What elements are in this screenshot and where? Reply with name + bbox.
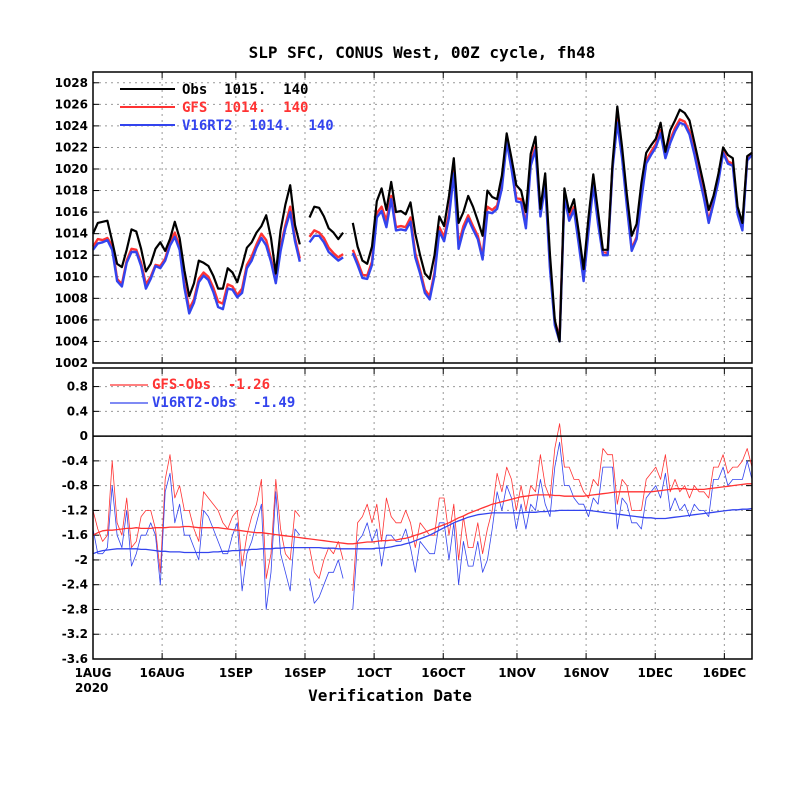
top-panel: 1002 1004 1006 1008 1010 1012 1014 1016 1018 1020…: [55, 71, 753, 370]
bottom-y-tick-label: 0: [80, 429, 88, 443]
bottom-y-tick-label: -1.2: [62, 503, 88, 517]
bottom-series-v16rt2-obs-mean: [92, 507, 753, 555]
bottom-y-tick-label: -1.6: [62, 528, 88, 542]
legend-label-gfs-obs: GFS-Obs -1.26: [152, 377, 270, 393]
bottom-y-tick-label: -0.4: [62, 454, 88, 468]
bottom-series: [92, 423, 753, 610]
top-y-tick-label: 1018: [55, 184, 88, 198]
top-series: [91, 105, 753, 343]
chart-title: SLP SFC, CONUS West, 00Z cycle, fh48: [249, 43, 596, 62]
bottom-series-v16rt2-obs: [92, 441, 753, 610]
top-y-tick-label: 1012: [55, 248, 88, 262]
top-y-tick-label: 1010: [55, 270, 88, 284]
top-y-tick-label: 1008: [55, 291, 88, 305]
bottom-panel: -3.6 -3.2 -2.8 -2.4 -2 -1.6 -1.2 -0.8 -0.4 0 0.4 0.…: [62, 367, 753, 666]
x-tick-label: 16DEC: [703, 666, 747, 680]
top-y-tick-label: 1026: [55, 97, 88, 111]
bottom-y-tick-label: -2.4: [62, 578, 88, 592]
bottom-y-tick-label: 0.8: [67, 380, 88, 394]
legend-label-v16rt2-obs: V16RT2-Obs -1.49: [152, 395, 295, 411]
top-y-tick-label: 1016: [55, 205, 88, 219]
top-y-tick-label: 1022: [55, 140, 88, 154]
x-tick-label: 1OCT: [356, 666, 392, 680]
top-y-tick-label: 1028: [55, 76, 88, 90]
top-y-tick-label: 1004: [55, 334, 88, 348]
legend-label-gfs: GFS 1014. 140: [182, 100, 308, 116]
top-y-tick-label: 1006: [55, 313, 88, 327]
x-tick-label: 1AUG: [75, 666, 112, 680]
top-y-tick-label: 1020: [55, 162, 88, 176]
top-y-tick-label: 1014: [55, 227, 88, 241]
top-legend: Obs 1015. 140 GFS 1014. 140 V16RT2 1014.…: [120, 82, 334, 134]
x-tick-label: 1DEC: [638, 666, 674, 680]
x-axis-label: Verification Date: [308, 686, 472, 705]
top-frame: [92, 71, 753, 364]
bottom-series-gfs-obs: [92, 423, 753, 591]
x-tick-label: 16OCT: [421, 666, 466, 680]
x-axis-ticks: 1AUG 16AUG 1SEP 16SEP 1OCT 16OCT 1NOV 16NOV 1DEC…: [75, 72, 747, 680]
legend-label-v16rt2: V16RT2 1014. 140: [182, 118, 334, 134]
bottom-legend: GFS-Obs -1.26 V16RT2-Obs -1.49: [110, 377, 295, 411]
bottom-series-gfs-obs-mean: [92, 483, 752, 545]
legend-label-obs: Obs 1015. 140: [182, 82, 308, 98]
bottom-y-tick-label: 0.4: [67, 404, 88, 418]
top-y-tick-label: 1024: [55, 119, 88, 133]
x-tick-label: 16NOV: [563, 666, 610, 680]
x-tick-label: 1SEP: [219, 666, 253, 680]
bottom-y-tick-label: -0.8: [62, 479, 88, 493]
top-series-obs: [91, 105, 753, 343]
top-y-ticks: 1002 1004 1006 1008 1010 1012 1014 1016 1018 1020…: [55, 76, 752, 370]
x-tick-label: 16AUG: [140, 666, 185, 680]
top-y-tick-label: 1002: [55, 356, 88, 370]
x-axis-year-label: 2020: [75, 681, 108, 695]
x-tick-label: 16SEP: [284, 666, 327, 680]
bottom-y-tick-label: -2: [75, 553, 88, 567]
x-tick-label: 1NOV: [498, 666, 536, 680]
bottom-y-tick-label: -3.2: [62, 627, 88, 641]
bottom-y-tick-label: -3.6: [62, 652, 88, 666]
bottom-y-ticks: -3.6 -3.2 -2.8 -2.4 -2 -1.6 -1.2 -0.8 -0.4 0 0.4 0.…: [62, 380, 752, 666]
bottom-frame: [92, 367, 753, 660]
bottom-y-tick-label: -2.8: [62, 602, 88, 616]
